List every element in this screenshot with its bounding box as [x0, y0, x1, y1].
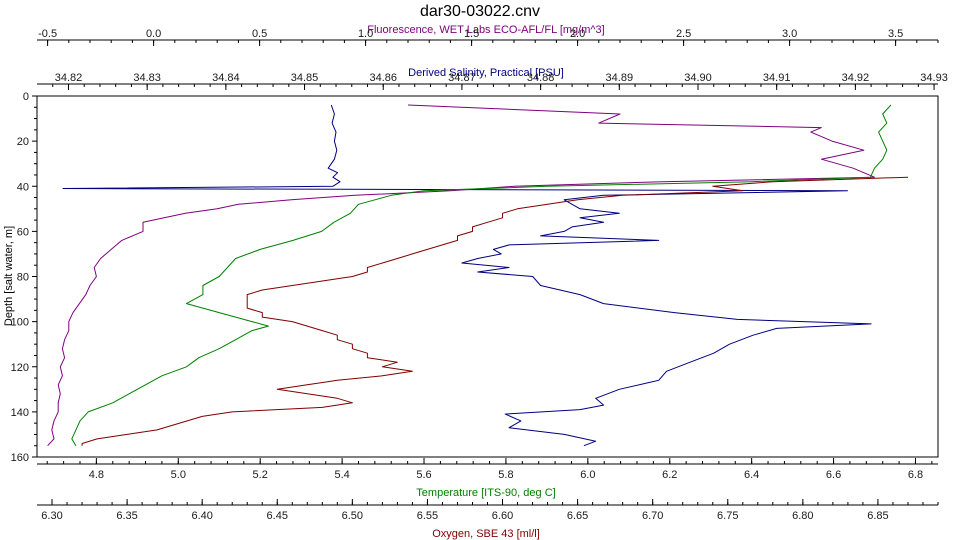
depth-tick-label: 60 — [17, 226, 29, 238]
oxygen-tick-label: 6.85 — [867, 510, 888, 522]
depth-tick-label: 100 — [11, 317, 29, 329]
depth-tick-label: 80 — [17, 272, 29, 284]
oxygen-profile-line — [81, 176, 909, 446]
fluorescence-tick-label: 2.0 — [570, 28, 585, 40]
fluorescence-tick-label: 0.0 — [146, 28, 161, 40]
salinity-tick-label: 34.86 — [369, 72, 397, 84]
oxygen-tick-label: 6.45 — [267, 510, 288, 522]
salinity-axis-title: Derived Salinity, Practical [PSU] — [408, 67, 564, 79]
salinity-tick-label: 34.90 — [684, 72, 712, 84]
temperature-tick-label: 5.4 — [334, 469, 349, 481]
fluorescence-profile-line — [47, 104, 875, 447]
temperature-tick-label: 6.6 — [826, 469, 841, 481]
fluorescence-tick-label: 1.0 — [358, 28, 373, 40]
temperature-tick-label: 5.0 — [171, 469, 186, 481]
temperature-tick-label: 6.4 — [744, 469, 759, 481]
temperature-tick-label: 5.6 — [416, 469, 431, 481]
chart-title: dar30-03022.cnv — [420, 3, 540, 20]
depth-tick-label: 160 — [11, 452, 29, 464]
fluorescence-tick-label: 0.5 — [252, 28, 267, 40]
temperature-tick-label: 6.0 — [580, 469, 595, 481]
oxygen-tick-label: 6.35 — [116, 510, 137, 522]
salinity-tick-label: 34.88 — [527, 72, 555, 84]
plot-frame — [36, 95, 939, 458]
oxygen-axis-title: Oxygen, SBE 43 [ml/l] — [432, 528, 540, 540]
fluorescence-axis-title: Fluorescence, WET Labs ECO-AFL/FL [mg/m^… — [367, 24, 604, 36]
salinity-tick-label: 34.91 — [763, 72, 791, 84]
oxygen-tick-label: 6.55 — [417, 510, 438, 522]
temperature-tick-label: 4.8 — [89, 469, 104, 481]
temperature-tick-label: 5.8 — [498, 469, 513, 481]
oxygen-tick-label: 6.75 — [717, 510, 738, 522]
depth-tick-label: 0 — [23, 91, 29, 103]
salinity-tick-label: 34.85 — [291, 72, 319, 84]
salinity-profile-line — [62, 104, 872, 447]
temperature-axis-title: Temperature [ITS-90, deg C] — [416, 487, 555, 499]
fluorescence-tick-label: 3.0 — [782, 28, 797, 40]
oxygen-tick-label: 6.60 — [492, 510, 513, 522]
fluorescence-tick-label: -0.5 — [38, 28, 57, 40]
oxygen-tick-label: 6.65 — [567, 510, 588, 522]
salinity-tick-label: 34.82 — [55, 72, 83, 84]
salinity-tick-label: 34.89 — [606, 72, 634, 84]
temperature-tick-label: 6.8 — [908, 469, 923, 481]
fluorescence-tick-label: 1.5 — [464, 28, 479, 40]
oxygen-tick-label: 6.40 — [191, 510, 212, 522]
depth-tick-label: 140 — [11, 407, 29, 419]
fluorescence-tick-label: 3.5 — [888, 28, 903, 40]
depth-tick-label: 40 — [17, 181, 29, 193]
salinity-tick-label: 34.92 — [842, 72, 870, 84]
depth-axis-title: Depth [salt water, m] — [3, 226, 15, 326]
salinity-tick-label: 34.93 — [920, 72, 948, 84]
depth-tick-label: 20 — [17, 136, 29, 148]
oxygen-tick-label: 6.50 — [342, 510, 363, 522]
depth-tick-label: 120 — [11, 362, 29, 374]
temperature-profile-line — [71, 104, 892, 446]
oxygen-tick-label: 6.80 — [792, 510, 813, 522]
oxygen-tick-label: 6.30 — [41, 510, 62, 522]
temperature-tick-label: 6.2 — [662, 469, 677, 481]
fluorescence-tick-label: 2.5 — [676, 28, 691, 40]
salinity-tick-label: 34.84 — [212, 72, 240, 84]
salinity-tick-label: 34.87 — [448, 72, 476, 84]
oxygen-tick-label: 6.70 — [642, 510, 663, 522]
salinity-tick-label: 34.83 — [133, 72, 161, 84]
temperature-tick-label: 5.2 — [253, 469, 268, 481]
